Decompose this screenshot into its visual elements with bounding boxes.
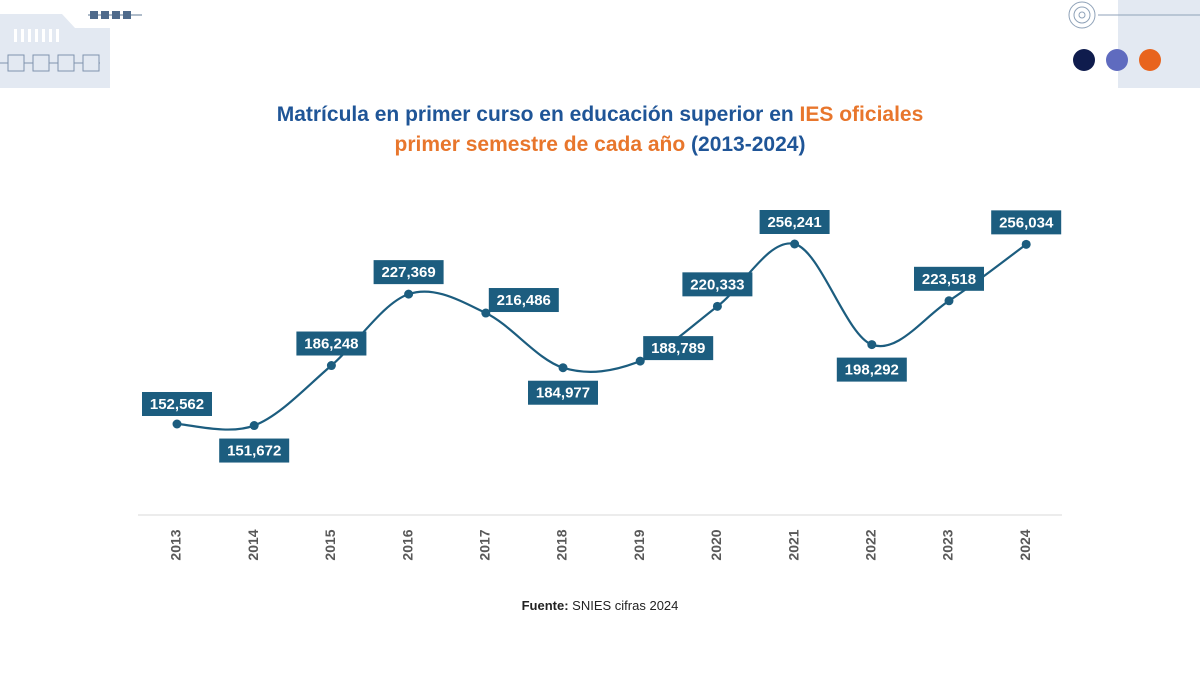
data-label: 151,672 [227,443,281,460]
data-label: 198,292 [845,362,899,379]
data-point [172,419,182,429]
x-tick-label: 2024 [1017,529,1033,560]
data-label: 256,241 [767,214,821,231]
purple-dot-icon [1106,49,1128,71]
x-tick-label: 2021 [785,529,801,560]
data-point [326,361,336,371]
title-line2-part1: primer semestre de cada año [394,133,686,156]
orange-dot-icon [1139,49,1161,71]
source-text: SNIES cifras 2024 [568,598,679,613]
data-label: 188,789 [651,340,705,357]
x-tick-label: 2016 [399,529,415,560]
header-decoration-right [1068,0,1200,88]
source-note: Fuente: SNIES cifras 2024 [0,598,1200,613]
chart-title: Matrícula en primer curso en educación s… [0,100,1200,160]
header-decoration-left [0,11,142,88]
data-label-box [528,380,598,405]
data-point [249,421,259,431]
x-tick-label: 2015 [322,529,338,560]
x-tick-label: 2019 [631,529,647,560]
data-label-box [836,357,907,382]
data-point [867,340,877,350]
data-label: 220,333 [690,276,744,293]
data-label-box [759,210,830,234]
data-label: 216,486 [497,292,551,309]
data-point [1021,239,1031,249]
data-point [790,239,800,249]
x-tick-label: 2014 [245,529,261,560]
data-label: 223,518 [922,271,976,288]
data-label: 186,248 [304,335,358,352]
title-line1-part2: IES oficiales [799,103,924,126]
source-label: Fuente: [521,598,569,613]
data-point [944,296,954,306]
data-label-box [914,266,984,291]
data-point [712,301,722,311]
navy-dot-icon [1073,49,1095,71]
data-label: 184,977 [536,385,590,402]
x-tick-label: 2023 [940,529,956,560]
data-label-box [296,331,367,356]
data-point [635,356,645,366]
title-line1-part1: Matrícula en primer curso en educación s… [276,103,800,126]
x-tick-label: 2020 [708,529,724,560]
data-label-box [373,260,444,285]
data-label: 152,562 [150,396,204,413]
data-point [558,363,568,373]
data-label-box [142,392,212,416]
data-label-box [488,288,559,313]
data-point [481,308,491,318]
x-tick-label: 2013 [168,529,184,560]
x-tick-label: 2022 [863,529,879,560]
data-label-box [219,438,290,463]
data-label: 227,369 [381,264,435,281]
title-line2-part2: (2013-2024) [685,133,806,156]
data-label-box [643,336,714,361]
x-tick-label: 2018 [554,529,570,560]
data-label: 256,034 [999,214,1054,231]
x-tick-label: 2017 [477,529,493,560]
data-label-box [682,272,753,297]
data-label-box [991,210,1062,235]
data-point [404,289,414,299]
